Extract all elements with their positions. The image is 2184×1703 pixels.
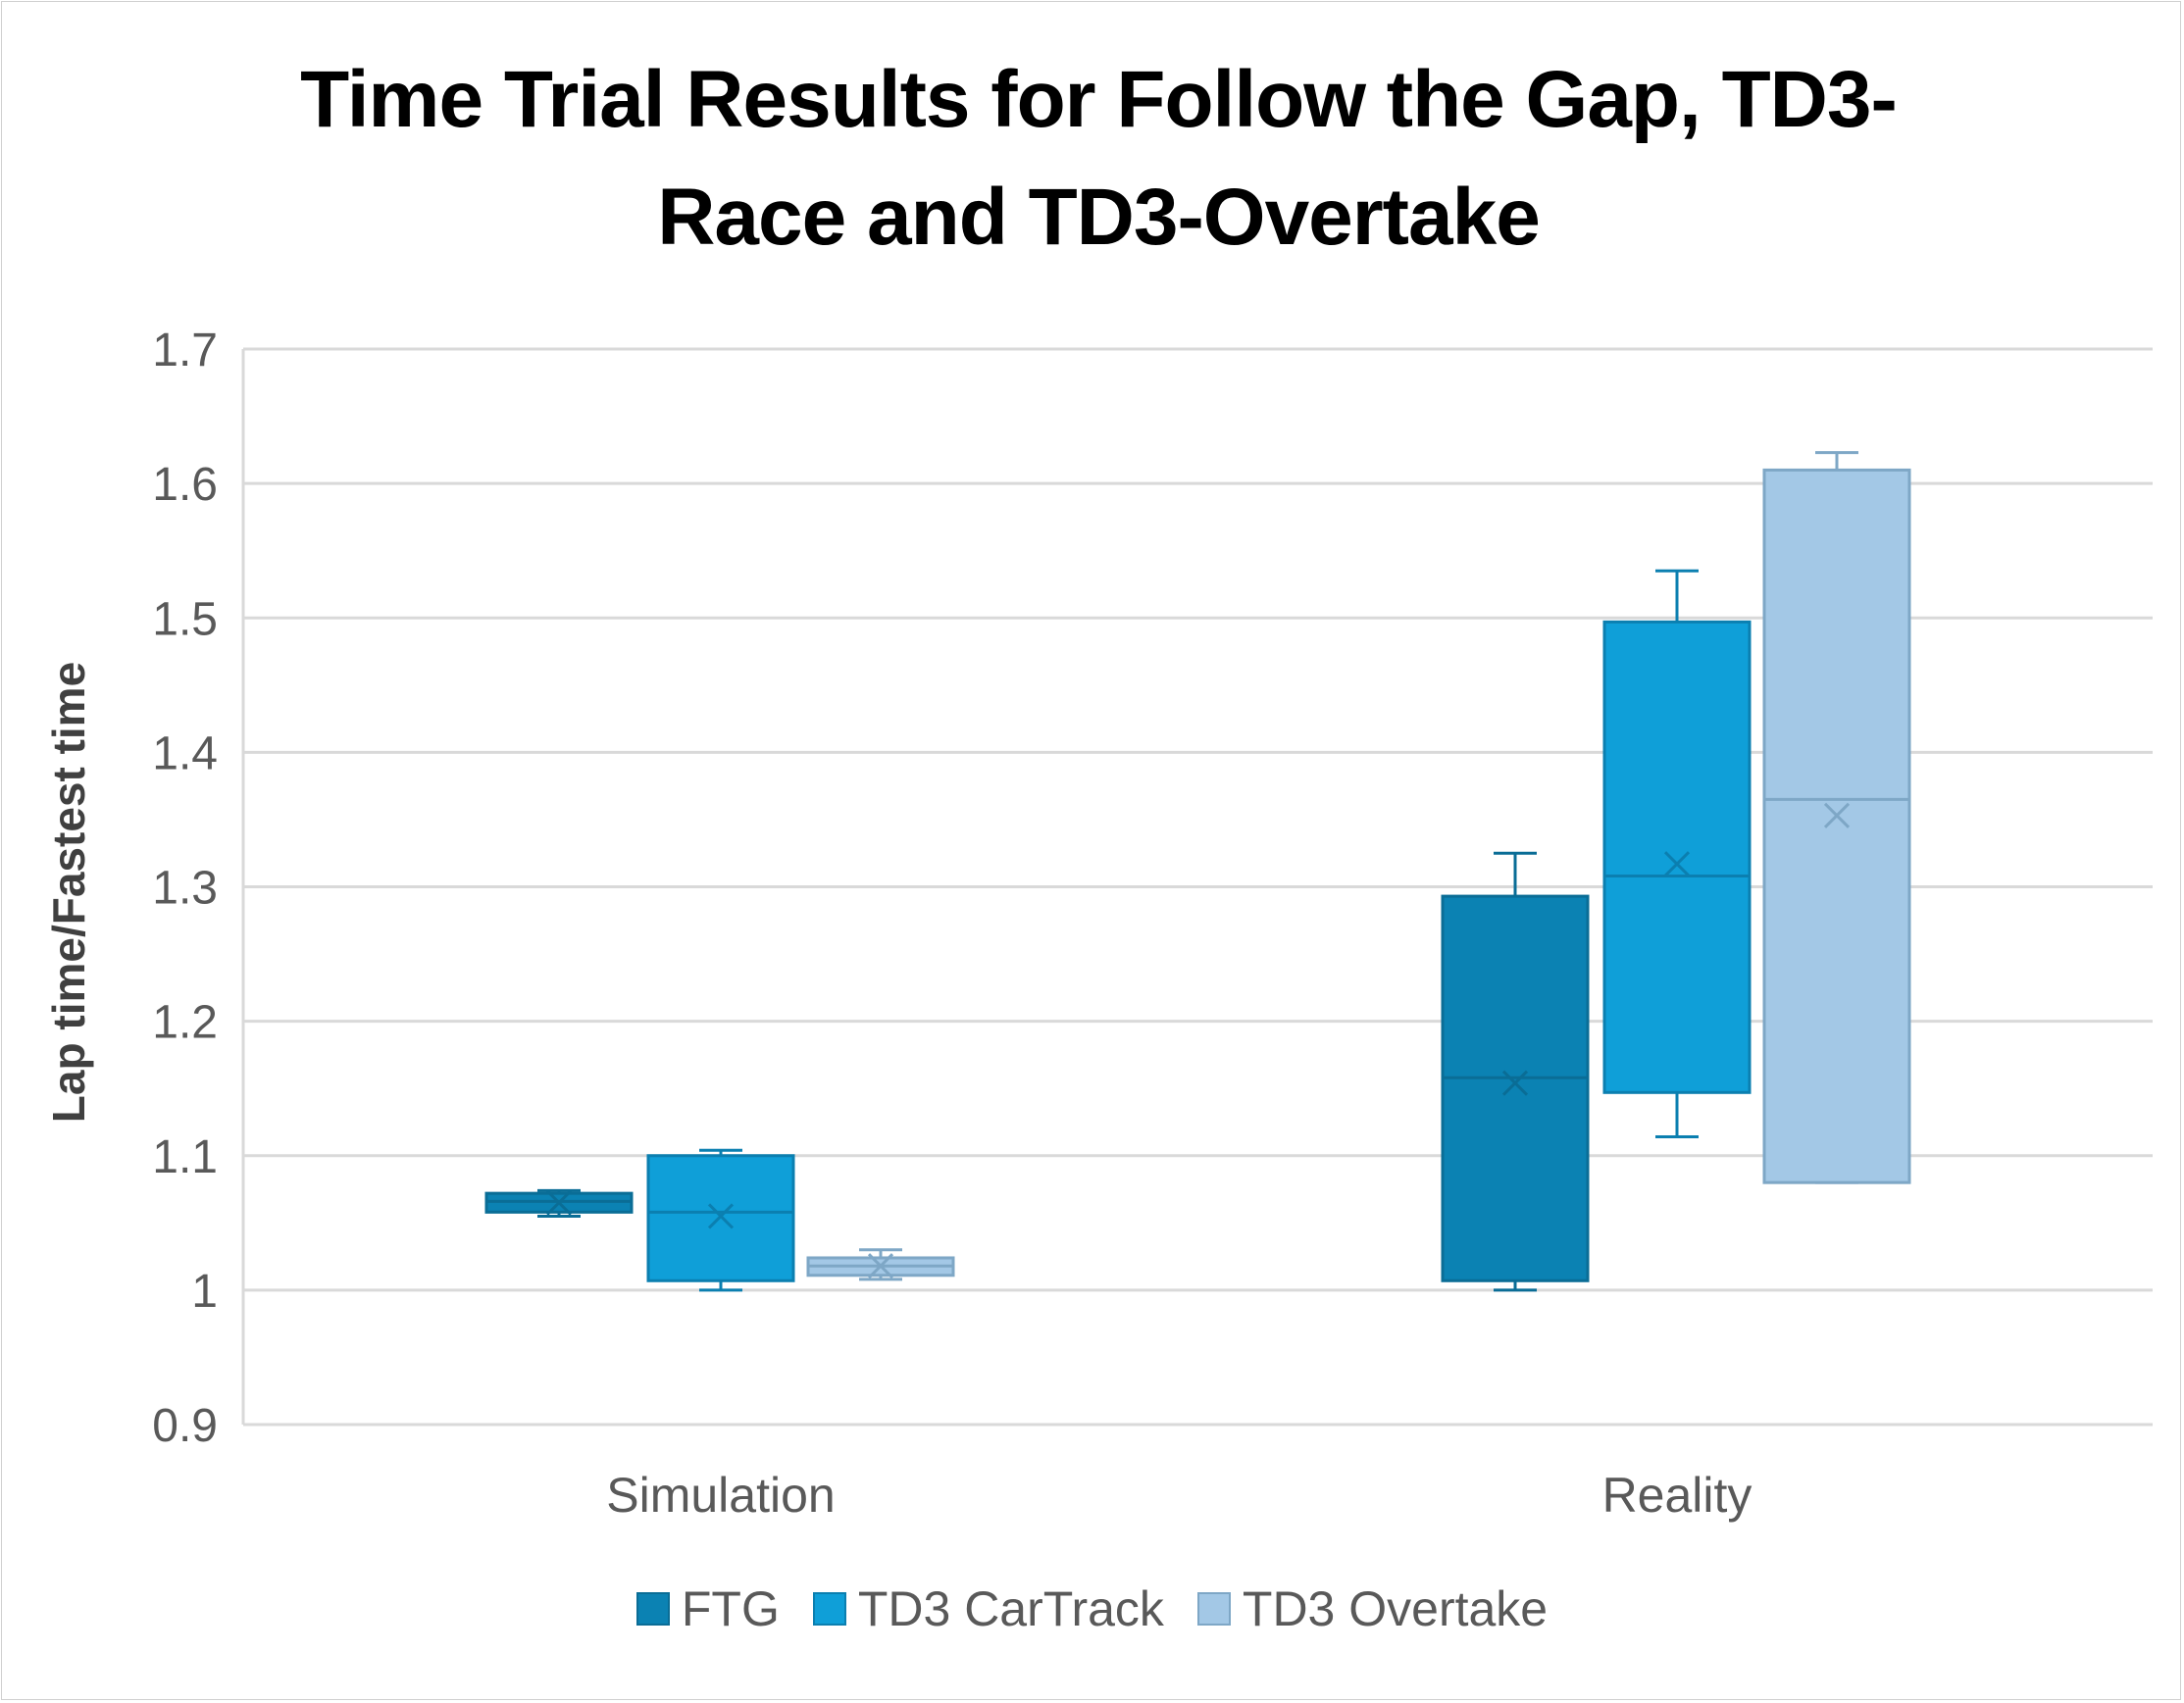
- legend-item-ftg: FTG: [635, 1580, 780, 1637]
- legend-item-td3-overtake: TD3 Overtake: [1196, 1580, 1549, 1637]
- legend: FTG TD3 CarTrack TD3 Overtake: [0, 1580, 2184, 1637]
- category-label: Reality: [1602, 1468, 1752, 1523]
- y-tick-label: 1.4: [152, 727, 218, 779]
- chart-title: Time Trial Results for Follow the Gap, T…: [59, 41, 2138, 276]
- y-tick-label: 1.7: [152, 325, 218, 376]
- y-tick-labels: 0.9 1 1.1 1.2 1.3 1.4 1.5 1.6 1.7: [152, 325, 218, 1452]
- legend-label-td3-cartrack: TD3 CarTrack: [857, 1581, 1164, 1636]
- y-tick-label: 0.9: [152, 1400, 218, 1452]
- mean-marker: [707, 1203, 735, 1229]
- box-td3-cartrack: [1602, 569, 1752, 1139]
- legend-swatch-td3-overtake: [1196, 1592, 1231, 1626]
- y-tick-label: 1: [191, 1266, 218, 1318]
- mean-marker: [1823, 802, 1851, 828]
- y-tick-label: 1.1: [152, 1131, 218, 1183]
- box-td3-cartrack: [646, 1148, 795, 1292]
- box-body: [1762, 468, 1911, 1184]
- y-tick-label: 1.2: [152, 997, 218, 1049]
- chart-title-line-1: Time Trial Results for Follow the Gap, T…: [300, 55, 1898, 144]
- legend-swatch-ftg: [635, 1592, 670, 1626]
- y-tick-label: 1.3: [152, 863, 218, 915]
- mean-marker: [545, 1189, 573, 1216]
- category-labels: Simulation Reality: [606, 1468, 1752, 1523]
- legend-label-ftg: FTG: [681, 1581, 780, 1636]
- box-td3-overtake: [1762, 451, 1911, 1184]
- mean-marker: [1663, 851, 1691, 877]
- y-tick-label: 1.5: [152, 593, 218, 645]
- box-body: [1441, 894, 1590, 1282]
- mean-marker: [867, 1253, 894, 1279]
- y-tick-label: 1.6: [152, 459, 218, 511]
- box-ftg: [1441, 851, 1590, 1292]
- box-ftg: [484, 1188, 634, 1218]
- box-body: [1602, 620, 1752, 1094]
- chart-title-line-2: Race and TD3-Overtake: [657, 173, 1541, 262]
- box-series: [484, 451, 1911, 1292]
- box-td3-overtake: [806, 1248, 955, 1281]
- category-label: Simulation: [606, 1468, 835, 1523]
- mean-marker: [1501, 1070, 1529, 1096]
- legend-swatch-td3-cartrack: [812, 1592, 846, 1626]
- legend-item-td3-cartrack: TD3 CarTrack: [812, 1580, 1164, 1637]
- legend-label-td3-overtake: TD3 Overtake: [1242, 1581, 1549, 1636]
